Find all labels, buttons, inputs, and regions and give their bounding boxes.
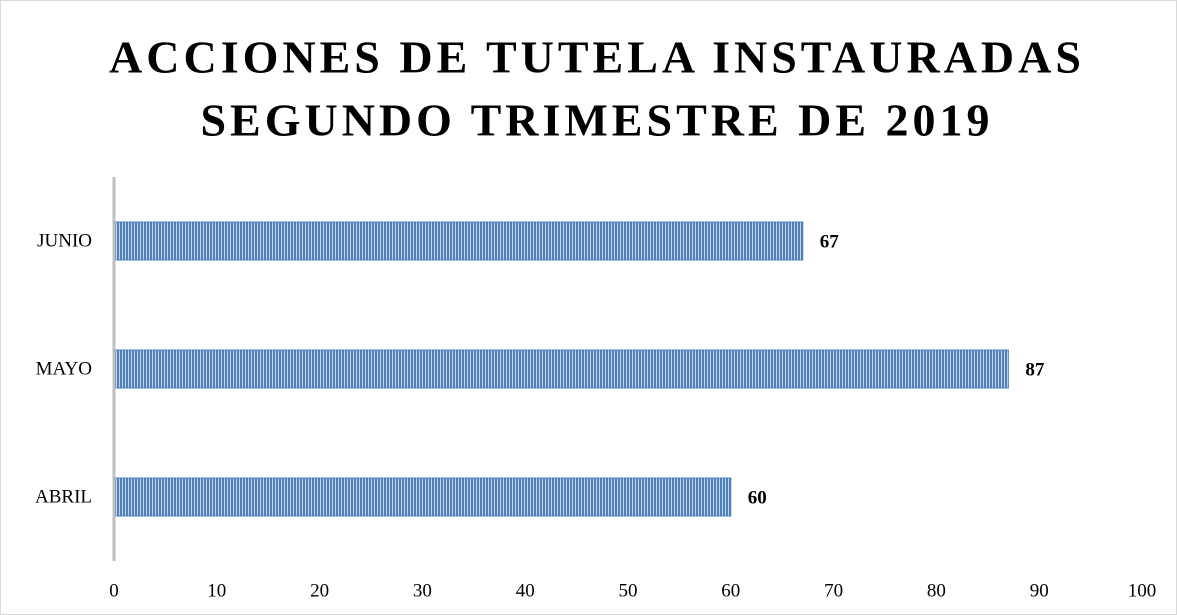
x-tick-label: 0: [109, 580, 119, 601]
x-tick-label: 90: [1030, 580, 1049, 601]
chart-title: ACCIONES DE TUTELA INSTAURADAS: [109, 32, 1085, 83]
data-label: 87: [1025, 359, 1045, 380]
x-tick-label: 30: [413, 580, 432, 601]
chart-title: SEGUNDO TRIMESTRE DE 2019: [200, 95, 993, 146]
data-label: 67: [820, 231, 840, 252]
x-tick-label: 80: [927, 580, 946, 601]
bar: [113, 477, 732, 517]
x-tick-label: 70: [824, 580, 843, 601]
y-tick-label: ABRIL: [35, 486, 92, 507]
x-tick-label: 100: [1128, 580, 1157, 601]
x-tick-label: 10: [207, 580, 226, 601]
x-tick-label: 50: [619, 580, 638, 601]
x-tick-label: 40: [516, 580, 535, 601]
bar: [113, 349, 1009, 389]
y-tick-label: MAYO: [36, 358, 92, 379]
x-tick-label: 60: [721, 580, 740, 601]
bar: [113, 221, 804, 261]
y-tick-label: JUNIO: [37, 230, 92, 251]
data-label: 60: [748, 487, 767, 508]
x-tick-label: 20: [310, 580, 329, 601]
